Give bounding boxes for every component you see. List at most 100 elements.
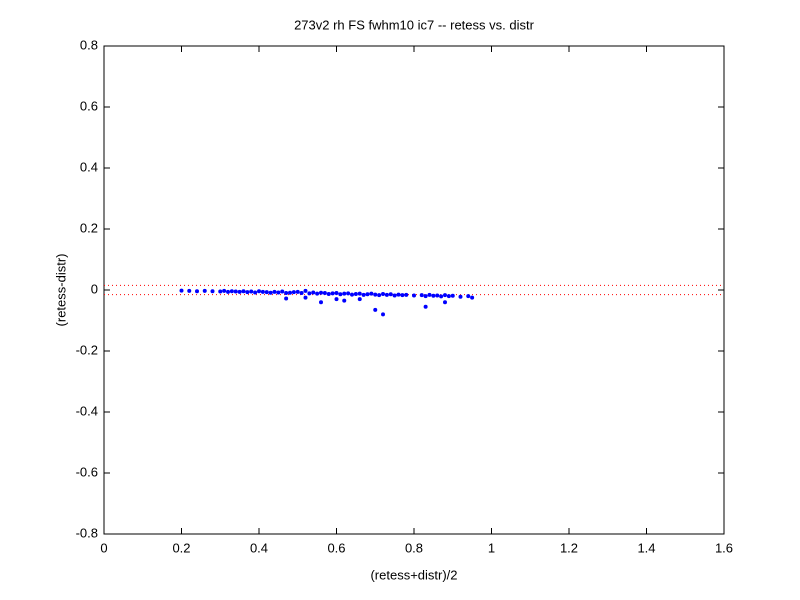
data-point — [443, 293, 447, 298]
data-point — [342, 298, 347, 303]
data-point — [423, 294, 428, 299]
data-point — [322, 291, 327, 296]
data-point — [299, 291, 304, 296]
data-point — [446, 294, 451, 299]
data-point — [373, 292, 378, 297]
data-point — [353, 291, 358, 296]
data-point — [384, 292, 389, 297]
data-point — [470, 295, 475, 300]
data-point — [342, 291, 347, 296]
data-point — [319, 300, 323, 305]
data-point — [303, 288, 308, 293]
data-point — [264, 290, 269, 295]
y-tick-label: 0.8 — [80, 37, 98, 52]
data-point — [241, 289, 246, 294]
data-point — [311, 290, 316, 295]
data-point — [245, 290, 250, 295]
data-point — [260, 289, 265, 294]
data-point — [187, 288, 192, 293]
data-point — [377, 293, 382, 298]
data-point — [202, 288, 207, 293]
data-point — [315, 291, 320, 296]
data-point — [361, 292, 366, 297]
data-point — [218, 289, 223, 294]
data-point — [249, 289, 254, 294]
data-point — [338, 292, 343, 297]
data-point — [268, 290, 273, 295]
data-point — [288, 290, 292, 295]
x-tick-label: 0.6 — [327, 540, 345, 555]
x-tick-label: 0.4 — [250, 540, 268, 555]
data-point — [319, 290, 323, 295]
data-point — [307, 291, 312, 296]
y-tick-label: 0 — [91, 281, 98, 296]
chart-title: 273v2 rh FS fwhm10 ic7 -- retess vs. dis… — [294, 17, 535, 32]
data-point — [276, 290, 281, 295]
y-axis-label: (retess-distr) — [53, 254, 68, 327]
data-point — [381, 312, 385, 317]
data-point — [291, 290, 296, 295]
data-point — [284, 296, 289, 301]
y-tick-label: -0.2 — [76, 342, 98, 357]
data-point — [280, 289, 285, 294]
y-tick-label: -0.6 — [76, 464, 98, 479]
x-tick-label: 1.6 — [715, 540, 733, 555]
data-point — [334, 297, 339, 302]
data-point — [303, 295, 308, 300]
data-point — [412, 293, 416, 298]
x-tick-label: 0.2 — [172, 540, 190, 555]
data-point — [396, 292, 401, 297]
data-point — [466, 294, 471, 299]
x-tick-label: 0 — [100, 540, 107, 555]
data-point — [388, 292, 393, 297]
data-point — [229, 289, 234, 294]
data-point — [253, 290, 258, 295]
data-point — [350, 292, 354, 297]
y-tick-label: 0.4 — [80, 159, 98, 174]
data-point — [179, 288, 184, 293]
data-point — [195, 289, 199, 294]
data-point — [357, 291, 362, 296]
y-tick-label: -0.4 — [76, 403, 98, 418]
data-point — [400, 293, 405, 298]
data-point — [392, 293, 397, 298]
data-point — [439, 294, 444, 299]
data-point — [272, 289, 277, 294]
data-point — [237, 289, 242, 294]
data-point — [427, 292, 432, 297]
y-tick-label: 0.2 — [80, 220, 98, 235]
data-point — [404, 292, 409, 297]
data-point — [450, 293, 455, 298]
data-point — [346, 291, 351, 296]
data-point — [334, 291, 339, 296]
x-axis-label: (retess+distr)/2 — [370, 567, 457, 582]
x-tick-label: 1 — [488, 540, 495, 555]
data-point — [257, 289, 261, 294]
data-point — [458, 294, 463, 299]
x-tick-label: 1.4 — [637, 540, 655, 555]
x-tick-label: 1.2 — [560, 540, 578, 555]
data-point — [369, 291, 374, 296]
data-point — [435, 293, 440, 298]
data-point — [226, 289, 230, 294]
data-point — [381, 291, 385, 296]
y-tick-label: 0.6 — [80, 98, 98, 113]
data-point — [443, 300, 447, 305]
data-point — [222, 288, 227, 293]
data-point — [423, 304, 428, 309]
data-point — [210, 289, 215, 294]
data-point — [365, 292, 370, 297]
data-point — [419, 293, 424, 298]
x-tick-label: 0.8 — [405, 540, 423, 555]
data-point — [284, 291, 289, 296]
data-point — [295, 289, 300, 294]
data-point — [431, 293, 436, 298]
data-point — [326, 291, 331, 296]
data-point — [357, 297, 362, 302]
data-point — [330, 291, 335, 296]
y-tick-label: -0.8 — [76, 525, 98, 540]
data-point — [233, 289, 238, 294]
